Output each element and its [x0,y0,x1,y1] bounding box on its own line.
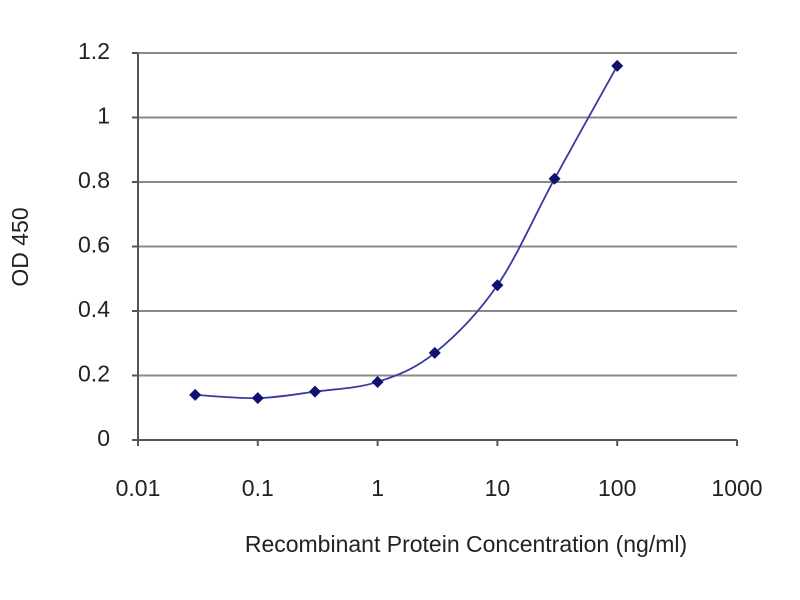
curve [195,65,618,400]
point [251,392,264,405]
point [491,279,504,292]
x-tick-label: 0.1 [242,475,274,501]
x-tick-label: 1000 [711,475,762,501]
x-tick-label: 10 [485,475,511,501]
x-tick-label: 1 [371,475,384,501]
point [189,388,202,401]
y-tick-label: 0.2 [78,361,110,387]
point [611,59,624,72]
point [371,375,384,388]
x-axis-title: Recombinant Protein Concentration (ng/ml… [245,531,687,557]
y-tick-label: 0.6 [78,232,110,258]
point [308,385,321,398]
point [548,172,561,185]
y-axis-title: OD 450 [7,207,33,286]
y-tick-label: 1.2 [78,38,110,64]
x-tick-label: 0.01 [116,475,161,501]
y-tick-label: 0 [97,425,110,451]
x-tick-label: 100 [598,475,636,501]
y-tick-label: 0.4 [78,296,110,322]
point [428,346,441,359]
y-tick-label: 0.8 [78,167,110,193]
y-tick-label: 1 [97,103,110,129]
